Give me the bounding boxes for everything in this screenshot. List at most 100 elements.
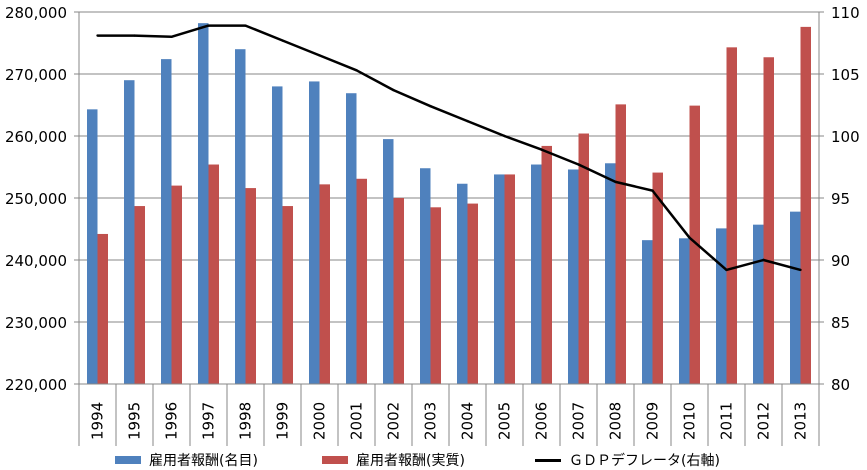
gdp-deflator-point	[392, 88, 395, 92]
x-tick-label: 2011	[718, 402, 736, 440]
bar-nominal	[346, 93, 357, 384]
bar-real	[689, 105, 700, 385]
bar-real	[282, 206, 293, 384]
x-tick-label: 2010	[681, 402, 699, 440]
bar-nominal	[716, 228, 727, 384]
gdp-deflator-point	[503, 134, 506, 138]
axes	[74, 11, 824, 446]
x-tick-label: 1994	[89, 402, 107, 440]
bar-real	[615, 104, 626, 384]
y-left-tick-label: 260,000	[5, 128, 67, 146]
bar-nominal	[790, 211, 801, 384]
y-left-tick-label: 280,000	[5, 4, 67, 22]
gdp-deflator-point	[429, 105, 432, 108]
gdp-deflator-point	[207, 24, 210, 27]
x-tick-label: 1996	[163, 402, 181, 440]
bar-real	[245, 188, 256, 384]
bar-nominal	[272, 86, 283, 385]
x-tick-label: 1998	[237, 402, 255, 440]
chart: 220,000 230,000 240,000 250,000 260,000 270,0…	[5, 4, 860, 446]
gdp-deflator-point	[244, 24, 247, 27]
x-tick-label: 2005	[496, 402, 514, 440]
bar-nominal	[457, 183, 468, 384]
gdp-deflator-point	[762, 258, 765, 262]
y-right-tick-label: 95	[831, 190, 850, 208]
x-tick-label: 2000	[311, 402, 329, 440]
y-left-tick-label: 220,000	[5, 376, 67, 394]
legend-item-nominal: 雇用者報酬(名目)	[115, 450, 258, 470]
bar-real	[356, 178, 367, 384]
bars	[87, 23, 811, 385]
gdp-deflator-point	[96, 34, 99, 37]
bar-nominal	[420, 168, 431, 384]
y-left-tick-label: 240,000	[5, 252, 67, 270]
y-right-tick-label: 110	[831, 4, 860, 22]
gdp-deflator-point	[799, 268, 802, 272]
gridlines	[79, 11, 819, 323]
gdp-deflator-point	[540, 148, 543, 151]
bar-real	[393, 198, 404, 384]
bar-real	[541, 145, 552, 384]
x-tick-label: 2001	[348, 402, 366, 440]
y-left-tick-label: 230,000	[5, 314, 67, 332]
x-tick-label: 2008	[607, 402, 625, 440]
legend: 雇用者報酬(名目) 雇用者報酬(実質) ＧＤＰデフレータ(右軸)	[0, 450, 867, 470]
legend-item-deflator: ＧＤＰデフレータ(右軸)	[535, 450, 720, 470]
deflator-line-layer	[96, 24, 802, 272]
bar-nominal	[161, 59, 172, 385]
legend-line-deflator	[535, 458, 561, 462]
y-left-tick-label: 250,000	[5, 190, 67, 208]
y-right-tick-label: 90	[831, 252, 850, 270]
y-right-tick-label: 85	[831, 314, 850, 332]
bar-nominal	[87, 109, 98, 384]
bar-nominal	[309, 81, 320, 384]
bar-real	[763, 57, 774, 384]
bar-real	[208, 164, 219, 384]
x-tick-label: 2013	[792, 402, 810, 440]
x-tick-label: 2012	[755, 402, 773, 440]
bar-nominal	[198, 23, 209, 384]
y-right-tick-label: 105	[831, 66, 860, 84]
y-right-tick-label: 80	[831, 376, 850, 394]
bar-real	[97, 233, 108, 384]
x-tick-label: 2007	[570, 402, 588, 440]
bar-nominal	[383, 139, 394, 384]
x-tick-label: 1999	[274, 402, 292, 440]
gdp-deflator-point	[133, 34, 136, 37]
bar-nominal	[494, 174, 505, 384]
gdp-deflator-point	[688, 236, 691, 239]
bar-nominal	[124, 80, 135, 384]
bar-real	[171, 185, 182, 384]
bar-nominal	[235, 49, 246, 384]
x-tick-label: 2009	[644, 402, 662, 440]
x-tick-label: 1997	[200, 402, 218, 440]
legend-label-deflator: ＧＤＰデフレータ(右軸)	[569, 453, 720, 469]
y-right-tick-label: 100	[831, 128, 860, 146]
bar-nominal	[679, 238, 690, 384]
legend-swatch-nominal	[115, 456, 141, 464]
bar-real	[800, 26, 811, 384]
tick-labels: 220,000 230,000 240,000 250,000 260,000 270,0…	[5, 4, 860, 440]
bar-nominal	[605, 163, 616, 384]
bar-real	[578, 133, 589, 384]
bar-nominal	[642, 240, 653, 384]
gdp-deflator-point	[318, 54, 321, 57]
x-tick-label: 2006	[533, 402, 551, 440]
gdp-deflator-line	[97, 24, 801, 272]
y-left-tick-label: 270,000	[5, 66, 67, 84]
gdp-deflator-point	[281, 39, 284, 42]
gdp-deflator-point	[170, 35, 173, 38]
bar-nominal	[568, 169, 579, 384]
gdp-deflator-point	[651, 189, 654, 192]
bar-real	[134, 206, 145, 384]
bar-real	[467, 203, 478, 384]
bar-real	[652, 172, 663, 384]
gdp-deflator-point	[725, 268, 728, 272]
legend-item-real: 雇用者報酬(実質)	[322, 450, 465, 470]
gdp-deflator-point	[577, 163, 580, 166]
bar-real	[726, 47, 737, 385]
legend-label-nominal: 雇用者報酬(名目)	[149, 453, 258, 469]
bar-nominal	[753, 224, 764, 384]
bar-real	[504, 174, 515, 384]
bar-real	[430, 207, 441, 384]
